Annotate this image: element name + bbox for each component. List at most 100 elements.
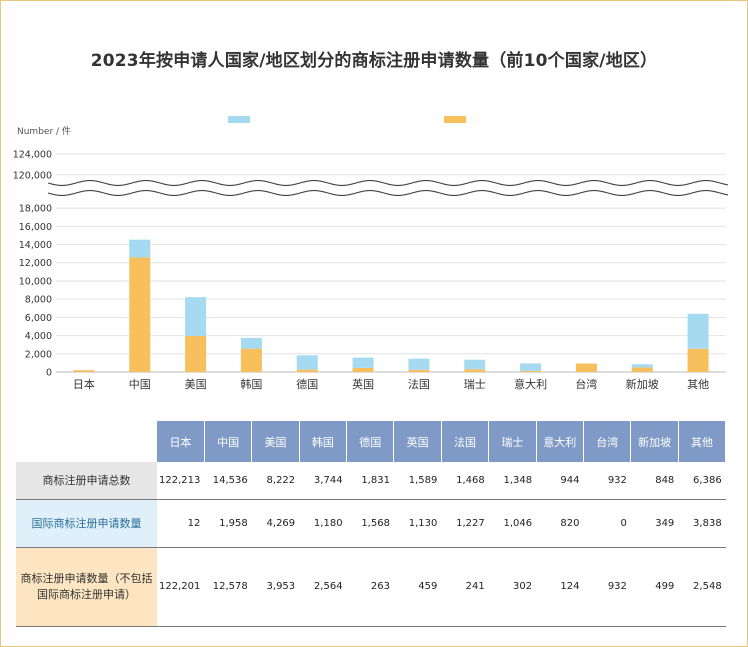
table-cell: 3,744	[299, 462, 347, 500]
y-tick-label: 12,000	[19, 258, 52, 269]
table-cell: 1,046	[488, 499, 537, 548]
y-tick-label: 6,000	[25, 313, 52, 324]
table-cell: 302	[488, 547, 537, 627]
table-header: 瑞士	[488, 421, 537, 462]
bar-international	[631, 364, 653, 368]
table-cell: 1,130	[393, 499, 442, 548]
table-cell: 1,831	[346, 462, 394, 500]
table-header: 意大利	[536, 421, 585, 462]
table-cell: 1,568	[346, 499, 394, 548]
bar-domestic	[240, 348, 262, 372]
bar-domestic	[520, 370, 542, 372]
bar-international	[185, 297, 207, 337]
data-table: 日本 中国 美国 韩国 德国 英国 法国 瑞士 意大利 台湾 新加坡 其他 商标…	[16, 421, 727, 627]
table-cell: 12	[157, 499, 205, 548]
bar-international	[296, 355, 318, 370]
bar-domestic	[687, 348, 709, 372]
y-tick-label: 0	[46, 368, 52, 379]
bar-domestic	[408, 369, 430, 372]
table-cell: 12,578	[204, 547, 252, 627]
table-cell: 263	[346, 547, 394, 627]
bar-international	[408, 358, 430, 370]
bar-international	[520, 363, 542, 371]
table-cell: 4,269	[251, 499, 300, 548]
table-row-total: 商标注册申请总数 122,213 14,536 8,222 3,744 1,83…	[16, 462, 726, 500]
table-cell: 499	[630, 547, 679, 627]
table-corner	[16, 421, 157, 462]
table-cell: 1,348	[488, 462, 537, 500]
table-header: 其他	[678, 421, 727, 462]
y-tick-label: 10,000	[19, 276, 52, 287]
bar-domestic	[185, 336, 207, 372]
table-cell: 848	[630, 462, 679, 500]
table-header: 德国	[346, 421, 395, 462]
table-cell: 0	[583, 499, 631, 548]
table-cell: 241	[441, 547, 489, 627]
x-tick-label: 德国	[296, 377, 318, 391]
table-header: 韩国	[299, 421, 348, 462]
table-header: 英国	[393, 421, 442, 462]
x-tick-label: 新加坡	[626, 377, 659, 391]
axis-break-line	[47, 190, 729, 196]
table-cell: 3,838	[678, 499, 726, 548]
bar-domestic	[464, 369, 486, 372]
table-header: 中国	[204, 421, 253, 462]
table-cell: 2,564	[299, 547, 347, 627]
y-tick-label: 18,000	[19, 204, 52, 215]
table-cell: 2,548	[678, 547, 726, 627]
bar-domestic	[129, 257, 151, 372]
table-cell: 1,958	[204, 499, 252, 548]
x-tick-label: 台湾	[575, 377, 597, 391]
table-header: 法国	[441, 421, 490, 462]
bar-domestic	[352, 367, 374, 372]
y-tick-label: 8,000	[25, 295, 52, 306]
table-row-domestic: 商标注册申请数量（不包括国际商标注册申请） 122,201 12,578 3,9…	[16, 547, 726, 627]
table-cell: 1,180	[299, 499, 347, 548]
table-cell: 1,227	[441, 499, 489, 548]
bar-domestic	[296, 369, 318, 372]
legend-swatch-domestic	[444, 116, 466, 123]
bar-domestic	[73, 370, 95, 372]
table-cell: 932	[583, 462, 631, 500]
legend-swatch-intl	[228, 116, 250, 123]
table-row-international: 国际商标注册申请数量 12 1,958 4,269 1,180 1,568 1,…	[16, 499, 726, 548]
chart-title: 2023年按申请人国家/地区划分的商标注册申请数量（前10个国家/地区）	[90, 51, 658, 71]
y-tick-label: 14,000	[19, 240, 52, 251]
table-header: 台湾	[583, 421, 632, 462]
table-cell: 1,589	[393, 462, 442, 500]
table-cell: 14,536	[204, 462, 252, 500]
axis-break-line	[47, 180, 729, 186]
table-header-row: 日本 中国 美国 韩国 德国 英国 法国 瑞士 意大利 台湾 新加坡 其他	[16, 421, 727, 462]
bar-chart: 0 2,000 4,000 6,000 8,000 10,000 12,000 14,000 1…	[13, 150, 730, 391]
table-cell: 6,386	[678, 462, 726, 500]
table-cell: 820	[536, 499, 584, 548]
table-cell: 122,201	[157, 547, 205, 627]
x-tick-label: 意大利	[514, 377, 547, 391]
bar-international	[129, 239, 151, 258]
table-cell: 459	[393, 547, 442, 627]
table-cell: 1,468	[441, 462, 489, 500]
x-tick-label: 美国	[185, 378, 207, 391]
y-tick-label: 124,000	[13, 150, 52, 161]
table-cell: 8,222	[251, 462, 300, 500]
bar-international	[240, 337, 262, 349]
table-cell: 124	[536, 547, 584, 627]
x-tick-label: 日本	[73, 377, 95, 391]
y-axis-unit-label: Number / 件	[17, 127, 71, 137]
bar-international	[352, 357, 374, 368]
bar-domestic	[575, 363, 597, 372]
x-tick-label: 法国	[408, 377, 430, 391]
bar-domestic	[631, 367, 653, 372]
table-cell: 349	[630, 499, 679, 548]
y-tick-label: 16,000	[19, 222, 52, 233]
x-tick-label: 英国	[352, 377, 374, 391]
x-tick-label: 韩国	[240, 377, 262, 391]
table-cell: 932	[583, 547, 631, 627]
table-cell: 122,213	[157, 462, 205, 500]
y-tick-label: 2,000	[25, 349, 52, 360]
bar-international	[464, 359, 486, 370]
row-label-international: 国际商标注册申请数量	[16, 499, 157, 548]
x-tick-label: 其他	[687, 378, 709, 391]
row-label-domestic: 商标注册申请数量（不包括国际商标注册申请）	[16, 547, 157, 627]
table-header: 美国	[251, 421, 300, 462]
